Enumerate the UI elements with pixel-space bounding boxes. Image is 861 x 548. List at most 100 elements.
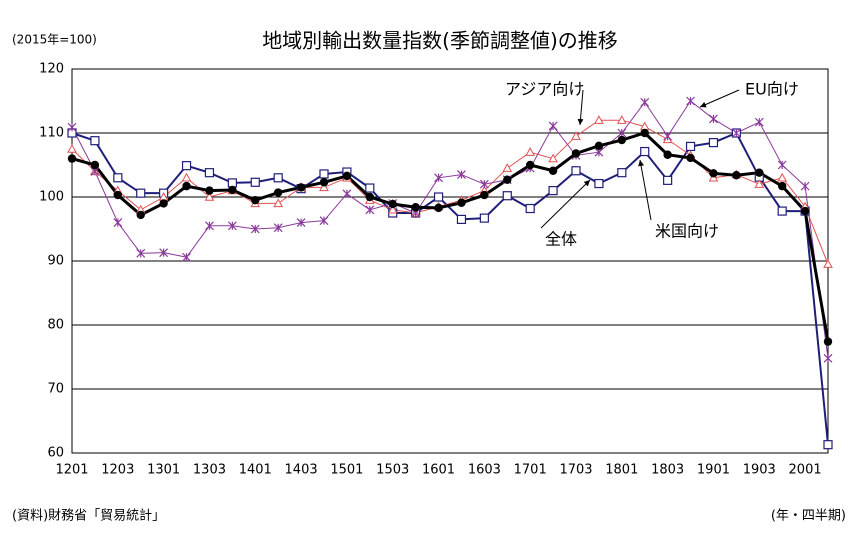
marker [204, 191, 215, 201]
marker [525, 147, 536, 156]
marker [548, 153, 558, 163]
marker [548, 121, 558, 131]
marker [342, 171, 352, 181]
y-tick-label: 70 [47, 382, 64, 397]
marker [319, 182, 329, 192]
marker [640, 97, 650, 107]
marker [205, 186, 214, 195]
marker [754, 117, 764, 127]
marker [365, 183, 375, 193]
marker [480, 190, 489, 200]
marker [823, 337, 833, 346]
marker [479, 179, 489, 189]
x-tick-label: 1401 [239, 463, 272, 478]
marker [251, 196, 260, 205]
marker [457, 170, 466, 180]
marker [365, 192, 375, 202]
marker [365, 205, 375, 215]
series-line [71, 131, 830, 342]
marker [296, 218, 306, 228]
x-tick-label: 1703 [559, 463, 592, 478]
x-tick-label: 1503 [376, 463, 409, 478]
marker [731, 128, 741, 138]
marker [182, 252, 191, 262]
marker [273, 173, 283, 183]
unit-note: (2015年=100) [12, 33, 97, 47]
chart-title: 地域別輸出数量指数(季節調整値)の推移 [262, 29, 618, 53]
marker [755, 168, 764, 177]
marker [777, 181, 787, 191]
y-tick-label: 80 [47, 318, 64, 333]
marker [709, 114, 718, 124]
x-tick-label: 1701 [514, 463, 547, 478]
y-tick-label: 60 [47, 446, 64, 461]
marker [823, 353, 833, 363]
marker [227, 221, 237, 231]
marker [296, 183, 306, 192]
marker [159, 199, 168, 208]
x-tick-label: 1601 [422, 463, 455, 478]
marker [617, 135, 627, 145]
marker [732, 171, 741, 180]
marker [205, 221, 214, 231]
marker [594, 141, 604, 150]
marker [159, 248, 169, 258]
x-tick-label: 2001 [789, 463, 822, 478]
x-tick-label: 1201 [55, 463, 88, 478]
marker [204, 168, 215, 178]
marker [67, 154, 77, 163]
marker [273, 188, 283, 197]
series-annotation: EU向け [745, 80, 799, 99]
marker [90, 136, 100, 146]
marker [685, 141, 696, 152]
y-tick-label: 100 [39, 190, 64, 205]
marker [503, 175, 512, 184]
marker [709, 169, 718, 178]
series-annotation: 全体 [545, 230, 577, 249]
marker [616, 115, 627, 124]
marker [250, 177, 260, 187]
marker [800, 181, 810, 191]
x-tick-label: 1303 [193, 463, 226, 478]
marker [411, 203, 420, 212]
annotation-arrow [577, 89, 584, 126]
marker [525, 160, 535, 170]
marker [433, 192, 444, 202]
marker [181, 172, 192, 182]
marker [594, 178, 604, 189]
x-tick-label: 1301 [147, 463, 180, 478]
y-tick-label: 120 [39, 62, 64, 77]
marker [708, 138, 719, 148]
x-tick-label: 1903 [743, 463, 776, 478]
marker [548, 186, 558, 196]
marker [663, 175, 673, 185]
annotation-arrow [699, 89, 740, 108]
x-tick-label: 1403 [285, 463, 318, 478]
marker [502, 191, 512, 201]
annotation-arrow [638, 159, 652, 221]
series-annotation: 米国向け [655, 222, 719, 241]
y-tick-label: 90 [47, 254, 64, 269]
marker [640, 128, 649, 138]
marker [686, 153, 695, 163]
marker [800, 206, 810, 216]
annotation-arrow [540, 179, 591, 229]
y-tick-label: 110 [39, 126, 64, 141]
marker [181, 161, 192, 171]
marker [571, 149, 581, 158]
marker [571, 166, 581, 176]
marker [113, 218, 123, 228]
x-tick-label: 1901 [697, 463, 730, 478]
marker [319, 216, 329, 226]
x-tick-label: 1501 [330, 463, 363, 478]
marker [136, 188, 146, 198]
marker [617, 168, 627, 178]
marker [777, 160, 787, 170]
marker [823, 259, 833, 268]
marker [754, 179, 765, 188]
marker [686, 96, 695, 106]
marker [823, 440, 833, 450]
marker [250, 224, 260, 234]
x-tick-label: 1603 [468, 463, 501, 478]
